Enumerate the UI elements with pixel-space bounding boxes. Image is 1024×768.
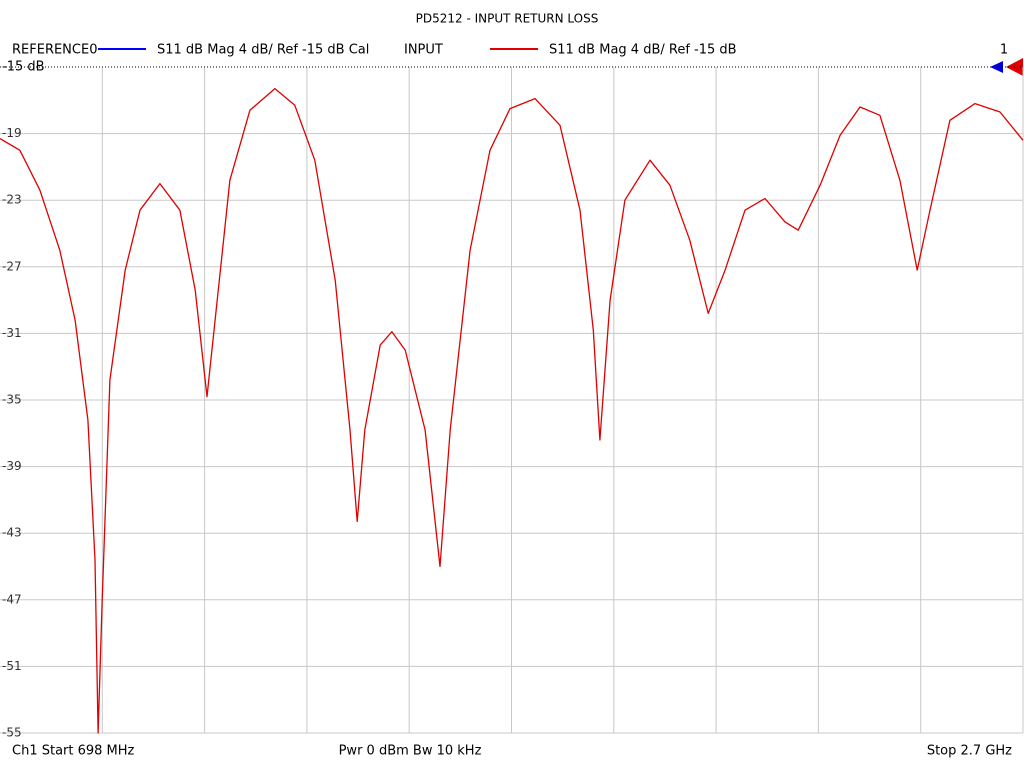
- y-tick-label: -39: [2, 459, 22, 473]
- y-tick-label: -51: [2, 659, 22, 673]
- marker-label: 1: [1000, 43, 1008, 58]
- footer-right: Stop 2.7 GHz: [927, 744, 1012, 759]
- y-tick-label: -27: [2, 259, 22, 273]
- footer-left: Ch1 Start 698 MHz: [12, 744, 135, 759]
- footer-center: Pwr 0 dBm Bw 10 kHz: [339, 744, 482, 759]
- legend-text: S11 dB Mag 4 dB/ Ref -15 dB: [549, 43, 737, 58]
- trace: [0, 87, 1024, 734]
- y-tick-label: -19: [2, 126, 22, 140]
- y-tick-label: -23: [2, 193, 22, 207]
- chart-title: PD5212 - INPUT RETURN LOSS: [416, 12, 599, 26]
- y-tick-label: -43: [2, 526, 22, 540]
- legend-label: REFERENCE0: [12, 43, 97, 58]
- y-tick-label: -47: [2, 592, 22, 606]
- y-tick-label: -55: [2, 726, 22, 740]
- y-tick-label: -15 dB: [2, 60, 45, 75]
- y-tick-label: -31: [2, 326, 22, 340]
- legend-text: S11 dB Mag 4 dB/ Ref -15 dB Cal: [157, 43, 369, 58]
- legend-label: INPUT: [404, 43, 443, 58]
- y-tick-label: -35: [2, 393, 22, 407]
